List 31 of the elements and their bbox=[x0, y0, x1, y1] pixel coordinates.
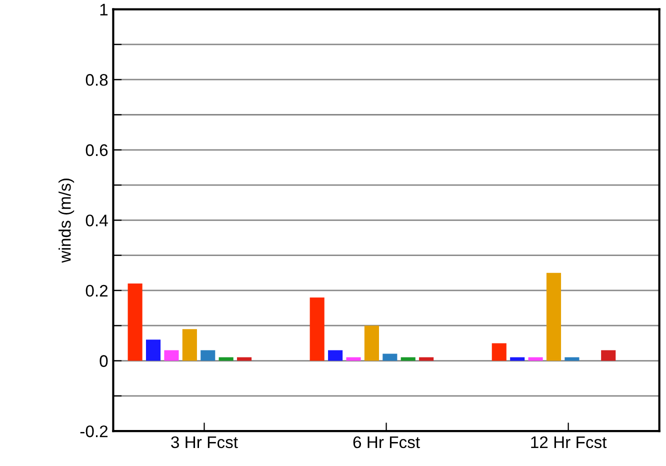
bar bbox=[182, 329, 197, 361]
bar bbox=[128, 283, 142, 361]
bar bbox=[237, 357, 252, 361]
y-tick-label: 0.4 bbox=[86, 214, 108, 226]
x-tick-label: 6 Hr Fcst bbox=[353, 436, 420, 448]
y-tick-label: 0.6 bbox=[86, 144, 108, 156]
y-tick-label: 1 bbox=[100, 4, 108, 16]
bar bbox=[492, 343, 506, 361]
x-tick-label: 3 Hr Fcst bbox=[171, 436, 238, 448]
bar bbox=[218, 357, 234, 361]
y-tick-label: -0.2 bbox=[80, 425, 108, 438]
bar bbox=[146, 340, 161, 361]
bar bbox=[346, 357, 361, 361]
bar bbox=[382, 354, 398, 361]
bar bbox=[164, 350, 179, 361]
y-tick-label: 0 bbox=[100, 355, 108, 367]
bar bbox=[510, 357, 525, 361]
y-tick-label: 0.8 bbox=[86, 74, 108, 86]
bar bbox=[564, 357, 580, 361]
bar bbox=[601, 350, 616, 361]
y-axis-title: winds (m/s) bbox=[58, 178, 74, 263]
bar bbox=[546, 272, 562, 361]
bar bbox=[328, 350, 343, 361]
x-tick-label: 12 Hr Fcst bbox=[531, 436, 607, 448]
bar bbox=[364, 326, 379, 361]
y-tick-label: 0.2 bbox=[86, 284, 108, 297]
bar bbox=[310, 298, 324, 361]
bar bbox=[419, 357, 434, 361]
bar bbox=[528, 357, 543, 361]
bar bbox=[400, 357, 416, 361]
bar bbox=[200, 350, 216, 361]
